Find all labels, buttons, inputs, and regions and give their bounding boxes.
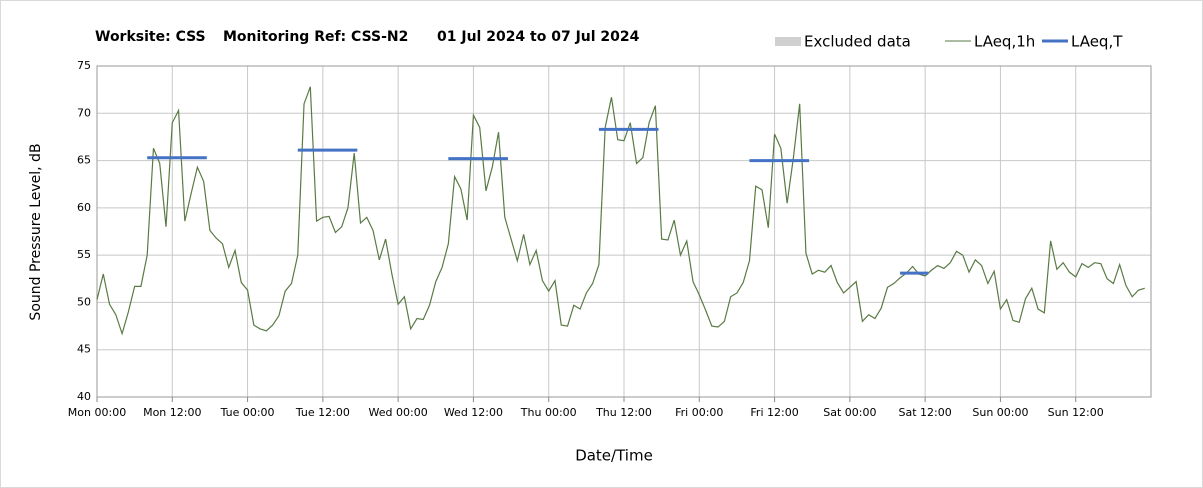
y-tick-label: 70 xyxy=(77,106,91,119)
x-tick-label: Thu 12:00 xyxy=(595,406,652,419)
line-series xyxy=(96,86,1145,336)
legend-label: LAeq,1h xyxy=(974,33,1035,51)
y-tick-label: 60 xyxy=(77,201,91,214)
x-tick-label: Wed 12:00 xyxy=(444,406,503,419)
x-tick-label: Sat 00:00 xyxy=(823,406,876,419)
y-tick-label: 65 xyxy=(77,154,91,167)
legend-label: LAeq,T xyxy=(1071,33,1123,51)
x-tick-label: Mon 12:00 xyxy=(143,406,201,419)
x-tick-label: Fri 00:00 xyxy=(675,406,723,419)
x-tick-label: Thu 00:00 xyxy=(520,406,577,419)
title-dates: 01 Jul 2024 to 07 Jul 2024 xyxy=(437,29,640,45)
title-worksite: Worksite: CSS xyxy=(95,29,206,45)
title-ref: Monitoring Ref: CSS-N2 xyxy=(223,29,408,45)
plot-border xyxy=(96,65,1152,398)
y-tick-label: 75 xyxy=(77,59,91,72)
y-tick-label: 45 xyxy=(77,343,91,356)
x-tick-label: Wed 00:00 xyxy=(369,406,428,419)
x-tick-label: Tue 00:00 xyxy=(220,406,275,419)
y-tick-label: 55 xyxy=(77,248,91,261)
x-tick-label: Sat 12:00 xyxy=(899,406,952,419)
y-tick-label: 40 xyxy=(77,390,91,403)
x-tick-label: Mon 00:00 xyxy=(68,406,126,419)
legend-label: Excluded data xyxy=(804,33,911,51)
y-axis-label: Sound Pressure Level, dB xyxy=(28,143,44,320)
legend-swatch xyxy=(775,37,801,46)
x-tick-label: Fri 12:00 xyxy=(750,406,798,419)
x-tick-label: Tue 12:00 xyxy=(295,406,350,419)
x-axis-label: Date/Time xyxy=(575,447,653,465)
y-tick-label: 50 xyxy=(77,295,91,308)
x-tick-label: Sun 12:00 xyxy=(1048,406,1104,419)
x-tick-label: Sun 00:00 xyxy=(972,406,1028,419)
